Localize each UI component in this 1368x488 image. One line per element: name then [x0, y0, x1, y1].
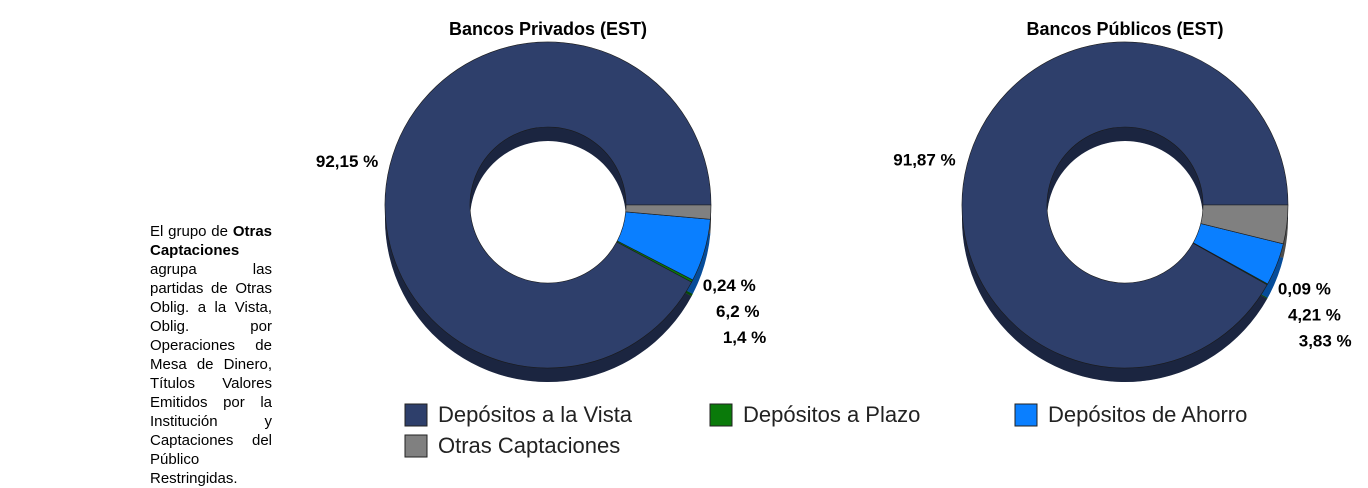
value-label: 0,24 %	[703, 276, 756, 295]
chart-title: Bancos Privados (EST)	[449, 19, 647, 39]
legend-label: Depósitos de Ahorro	[1048, 402, 1247, 427]
note-text: El grupo de	[150, 223, 228, 240]
value-label: 0,09 %	[1278, 280, 1331, 299]
legend-label: Otras Captaciones	[438, 433, 620, 458]
legend-swatch	[709, 403, 733, 427]
value-label: 6,2 %	[716, 302, 759, 321]
legend-swatch	[404, 403, 428, 427]
note-bold: Otras Captaciones	[150, 223, 272, 259]
slice	[1200, 204, 1289, 245]
legend-swatch	[1014, 403, 1038, 427]
chart-title: Bancos Públicos (EST)	[1026, 19, 1223, 39]
value-label: 1,4 %	[723, 328, 766, 347]
value-label: 91,87 %	[893, 150, 955, 169]
value-label: 4,21 %	[1288, 306, 1341, 325]
value-label: 92,15 %	[316, 152, 378, 171]
page: {"note": {"before": "El grupo de", "bold…	[150, 18, 1352, 487]
slice	[384, 41, 712, 369]
legend-label: Depósitos a la Vista	[438, 402, 633, 427]
slice	[961, 41, 1289, 369]
legend-label: Depósitos a Plazo	[743, 402, 920, 427]
value-label: 3,83 %	[1299, 332, 1352, 351]
charts: Bancos Privados (EST) 92,15 % 0,24 % 6,2 % 1…	[316, 19, 1352, 458]
legend-swatch	[404, 434, 428, 458]
slice	[625, 204, 712, 220]
